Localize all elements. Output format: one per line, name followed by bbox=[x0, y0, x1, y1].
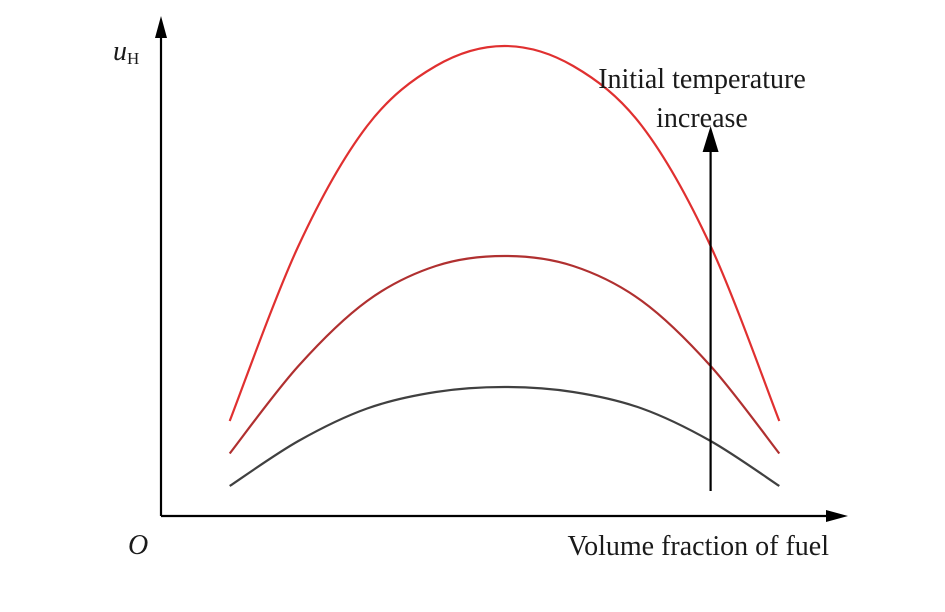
y-axis-arrowhead bbox=[155, 16, 167, 38]
series-line-3 bbox=[228, 44, 781, 422]
annotation-line-1: Initial temperature bbox=[598, 64, 806, 95]
y-axis-label: uH bbox=[113, 36, 139, 68]
y-axis-subscript: H bbox=[127, 49, 139, 68]
annotation-line-2: increase bbox=[656, 103, 748, 134]
series-line-2 bbox=[228, 254, 781, 455]
origin-label: O bbox=[128, 530, 148, 561]
axes bbox=[155, 16, 848, 522]
annotation: Initial temperature increase bbox=[598, 64, 806, 491]
x-axis-arrowhead bbox=[826, 510, 848, 522]
series-line-1 bbox=[229, 385, 780, 487]
x-axis-label: Volume fraction of fuel bbox=[567, 531, 829, 562]
series-group bbox=[228, 44, 781, 487]
axis-labels: uH O Volume fraction of fuel bbox=[113, 36, 829, 562]
annotation-arrow-head bbox=[702, 126, 719, 152]
y-axis-symbol: u bbox=[113, 36, 127, 67]
